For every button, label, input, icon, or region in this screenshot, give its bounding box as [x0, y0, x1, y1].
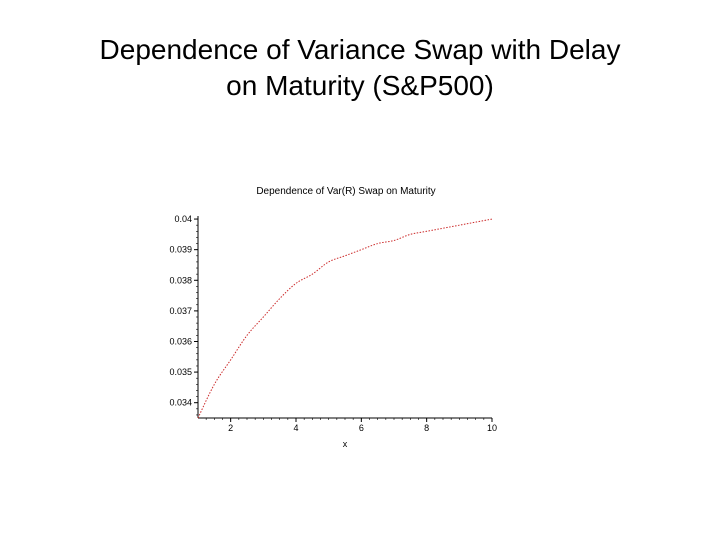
x-tick-label: 2	[228, 423, 233, 433]
y-tick-label: 0.037	[169, 306, 192, 316]
y-tick-label: 0.038	[169, 275, 192, 285]
x-tick-label: 10	[487, 423, 497, 433]
x-axis-label: x	[343, 439, 348, 449]
series-line	[197, 218, 493, 419]
y-tick-label: 0.036	[169, 336, 192, 346]
x-tick-label: 6	[359, 423, 364, 433]
y-ticks: 0.034 0.035 0.036 0.037 0.038 0.039 0.04	[169, 214, 198, 416]
y-tick-label: 0.039	[169, 245, 192, 255]
x-ticks: 2 4 6 8 10	[205, 418, 497, 433]
y-tick-label: 0.04	[174, 214, 192, 224]
x-tick-label: 8	[424, 423, 429, 433]
chart: Dependence of Var(R) Swap on Maturity 0.…	[169, 186, 497, 449]
slide-title-line2: on Maturity (S&P500)	[226, 70, 494, 101]
chart-title: Dependence of Var(R) Swap on Maturity	[256, 186, 435, 197]
slide-title: Dependence of Variance Swap with Delay o…	[0, 32, 720, 104]
y-tick-label: 0.034	[169, 398, 192, 408]
x-tick-label: 4	[293, 423, 298, 433]
y-tick-label: 0.035	[169, 367, 192, 377]
slide-title-line1: Dependence of Variance Swap with Delay	[99, 34, 621, 65]
